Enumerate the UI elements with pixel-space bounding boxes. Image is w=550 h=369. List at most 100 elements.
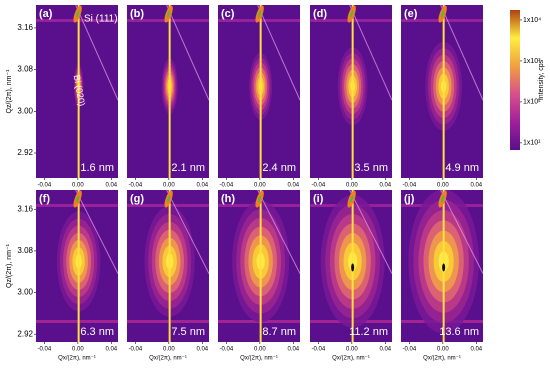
x-tick-label: 0.00 [72, 183, 84, 189]
substrate-peak-core [440, 10, 445, 18]
substrate-peak-core [75, 10, 80, 18]
map-panel [310, 5, 392, 178]
analyzer-streak [257, 5, 300, 101]
map-panel [218, 5, 300, 178]
x-tick-label: -0.04 [403, 347, 417, 353]
colorbar-label: Intensity, cps [538, 59, 545, 100]
x-axis-label: Qx/(2π), nm⁻¹ [423, 356, 461, 362]
x-tick-label: -0.04 [312, 347, 326, 353]
x-axis-label: Qx/(2π), nm⁻¹ [58, 356, 96, 362]
x-tick-label: 0.00 [346, 347, 358, 353]
x-tick-label: 0.04 [287, 347, 299, 353]
thickness-label: 8.7 nm [262, 326, 296, 338]
peak-max [442, 263, 446, 272]
substrate-peak-core [440, 195, 445, 203]
y-axis-label: Qz/(2π), nm⁻¹ [6, 243, 13, 288]
colorbar [510, 10, 520, 150]
panel-letter: (h) [221, 193, 235, 205]
analyzer-streak [75, 190, 118, 274]
y-tick-label: 3.00 [17, 288, 33, 297]
panel-letter: (j) [404, 193, 415, 205]
panel-letter: (e) [404, 8, 418, 20]
peak-max [351, 263, 355, 272]
thickness-label: 2.4 nm [262, 162, 296, 174]
substrate-peak-core [75, 195, 80, 203]
analyzer-streak [440, 5, 483, 101]
substrate-peak-core [257, 195, 262, 203]
x-tick-label: 0.00 [254, 183, 266, 189]
substrate-peak-core [166, 195, 171, 203]
map-panel [310, 190, 392, 342]
x-axis-label: Qx/(2π), nm⁻¹ [332, 356, 370, 362]
map-panel [127, 190, 209, 342]
y-tick-label: 3.16 [17, 204, 33, 213]
x-tick-label: 0.00 [163, 347, 175, 353]
x-tick-label: 0.00 [437, 183, 449, 189]
map-panel [218, 190, 300, 342]
analyzer-streak [257, 190, 300, 274]
colorbar-tick-label: 1x10⁴ [523, 17, 541, 24]
thickness-label: 7.5 nm [171, 326, 205, 338]
x-tick-label: 0.00 [346, 183, 358, 189]
colorbar-tick-label: 1x10² [523, 99, 541, 106]
x-tick-label: -0.04 [129, 347, 143, 353]
thickness-label: 4.9 nm [445, 162, 479, 174]
x-tick-label: -0.04 [129, 183, 143, 189]
analyzer-streak [440, 190, 483, 274]
y-axis-label: Qz/(2π), nm⁻¹ [6, 69, 13, 114]
x-tick-label: 0.04 [470, 347, 482, 353]
x-tick-label: -0.04 [38, 347, 52, 353]
thickness-label: 6.3 nm [80, 326, 114, 338]
panel-letter: (a) [39, 8, 53, 20]
colorbar-tick-label: 1x10³ [523, 58, 541, 65]
y-tick-label: 2.92 [17, 148, 33, 157]
x-tick-label: 0.04 [379, 347, 391, 353]
analyzer-streak [75, 5, 118, 101]
map-panel [36, 190, 118, 342]
y-tick-label: 3.08 [17, 65, 33, 74]
x-axis-label: Qx/(2π), nm⁻¹ [240, 356, 278, 362]
thickness-label: 13.6 nm [439, 326, 479, 338]
substrate-peak-core [349, 195, 354, 203]
x-axis-label: Qx/(2π), nm⁻¹ [149, 356, 187, 362]
substrate-peak-core [166, 10, 171, 18]
substrate-peak-core [349, 10, 354, 18]
thickness-label: 3.5 nm [354, 162, 388, 174]
x-tick-label: -0.04 [312, 183, 326, 189]
streak [127, 320, 209, 323]
x-tick-label: 0.00 [254, 347, 266, 353]
map-panel [36, 5, 118, 178]
map-panel [127, 5, 209, 178]
analyzer-streak [166, 190, 209, 274]
y-tick-label: 2.92 [17, 329, 33, 338]
colorbar-tick-label: 1x10¹ [523, 140, 541, 147]
panel-letter: (i) [313, 193, 324, 205]
y-tick-label: 3.00 [17, 106, 33, 115]
panel-letter: (d) [313, 8, 327, 20]
x-tick-label: 0.04 [379, 183, 391, 189]
analyzer-streak [349, 5, 392, 101]
x-tick-label: 0.04 [105, 347, 117, 353]
analyzer-streak [166, 5, 209, 101]
panel-letter: (b) [130, 8, 144, 20]
x-tick-label: 0.04 [105, 183, 117, 189]
panel-letter: (f) [39, 193, 50, 205]
y-tick-label: 3.08 [17, 246, 33, 255]
panel-letter: (g) [130, 193, 144, 205]
thickness-label: 2.1 nm [171, 162, 205, 174]
substrate-peak-core [257, 10, 262, 18]
x-tick-label: 0.04 [196, 347, 208, 353]
analyzer-streak [349, 190, 392, 274]
x-tick-label: 0.04 [470, 183, 482, 189]
x-tick-label: -0.04 [38, 183, 52, 189]
x-tick-label: 0.00 [437, 347, 449, 353]
thickness-label: 11.2 nm [349, 326, 388, 338]
thickness-label: 1.6 nm [80, 162, 114, 174]
map-panel [401, 190, 483, 342]
x-tick-label: 0.00 [72, 347, 84, 353]
x-tick-label: 0.04 [287, 183, 299, 189]
map-panel [401, 5, 483, 178]
y-tick-label: 3.16 [17, 23, 33, 32]
peak-annotation: Si (111) [84, 14, 118, 25]
